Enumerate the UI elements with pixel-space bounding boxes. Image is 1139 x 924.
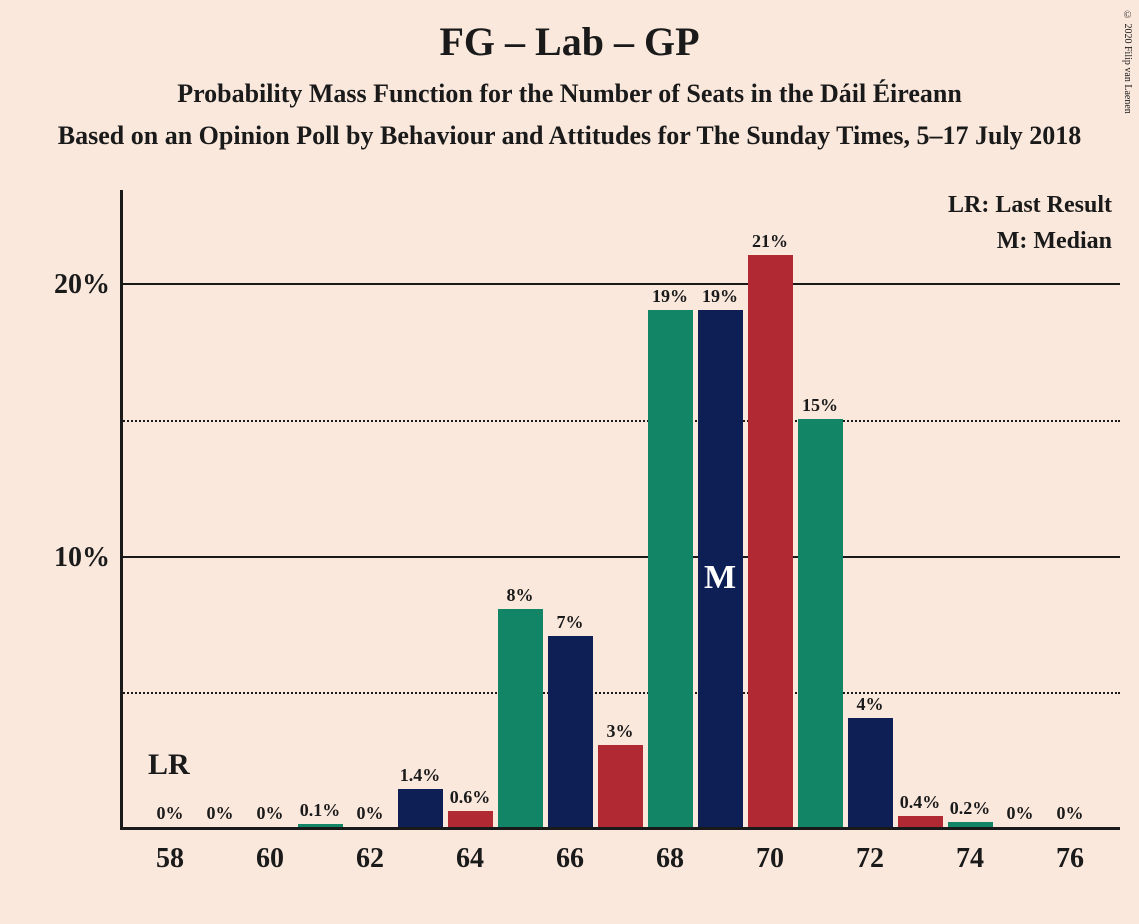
bar-value-label: 8% bbox=[507, 585, 534, 606]
bar-value-label: 21% bbox=[752, 231, 788, 252]
bar bbox=[798, 419, 843, 828]
bar-value-label: 3% bbox=[607, 721, 634, 742]
legend-last-result: LR: Last Result bbox=[948, 192, 1112, 219]
gridline-major bbox=[120, 283, 1120, 285]
bar-value-label: 4% bbox=[857, 694, 884, 715]
y-tick-label: 20% bbox=[20, 269, 110, 301]
bar-value-label: 0% bbox=[1057, 803, 1084, 824]
chart-container: FG – Lab – GP Probability Mass Function … bbox=[0, 0, 1139, 924]
bar-value-label: 19% bbox=[652, 286, 688, 307]
x-tick-label: 70 bbox=[756, 843, 784, 875]
bar bbox=[948, 822, 993, 827]
bar bbox=[898, 816, 943, 827]
bar bbox=[298, 824, 343, 827]
bar bbox=[598, 745, 643, 827]
bar bbox=[748, 255, 793, 827]
x-tick-label: 72 bbox=[856, 843, 884, 875]
bar bbox=[398, 789, 443, 827]
y-axis bbox=[120, 190, 123, 830]
x-tick-label: 66 bbox=[556, 843, 584, 875]
bar-value-label: 7% bbox=[557, 612, 584, 633]
x-tick-label: 58 bbox=[156, 843, 184, 875]
legend-median: M: Median bbox=[997, 228, 1112, 255]
bar-value-label: 0% bbox=[357, 803, 384, 824]
x-tick-label: 60 bbox=[256, 843, 284, 875]
bar-value-label: 1.4% bbox=[400, 765, 441, 786]
x-tick-label: 64 bbox=[456, 843, 484, 875]
plot-area: 10%20%586062646668707274760%0%0%0.1%0%1.… bbox=[120, 190, 1120, 830]
x-tick-label: 76 bbox=[1056, 843, 1084, 875]
bar bbox=[648, 310, 693, 827]
gridline-major bbox=[120, 556, 1120, 558]
x-tick-label: 74 bbox=[956, 843, 984, 875]
copyright-text: © 2020 Filip van Laenen bbox=[1122, 10, 1133, 114]
bar-value-label: 0% bbox=[207, 803, 234, 824]
chart-subtitle-2: Based on an Opinion Poll by Behaviour an… bbox=[0, 121, 1139, 151]
gridline-minor bbox=[120, 420, 1120, 422]
bar bbox=[848, 718, 893, 827]
last-result-marker: LR bbox=[148, 748, 190, 782]
bar-value-label: 0% bbox=[157, 803, 184, 824]
bar-value-label: 0.2% bbox=[950, 798, 991, 819]
bar-value-label: 0% bbox=[1007, 803, 1034, 824]
gridline-minor bbox=[120, 692, 1120, 694]
bar-value-label: 0% bbox=[257, 803, 284, 824]
x-axis bbox=[120, 827, 1120, 830]
bar-value-label: 0.6% bbox=[450, 787, 491, 808]
y-tick-label: 10% bbox=[20, 542, 110, 574]
bar bbox=[498, 609, 543, 827]
x-tick-label: 62 bbox=[356, 843, 384, 875]
chart-title: FG – Lab – GP bbox=[0, 0, 1139, 65]
chart-subtitle-1: Probability Mass Function for the Number… bbox=[0, 79, 1139, 109]
bar-value-label: 15% bbox=[802, 395, 838, 416]
bar bbox=[548, 636, 593, 827]
x-tick-label: 68 bbox=[656, 843, 684, 875]
median-marker: M bbox=[704, 559, 736, 597]
bar-value-label: 0.1% bbox=[300, 800, 341, 821]
bar bbox=[448, 811, 493, 827]
bar-value-label: 19% bbox=[702, 286, 738, 307]
bar-value-label: 0.4% bbox=[900, 792, 941, 813]
